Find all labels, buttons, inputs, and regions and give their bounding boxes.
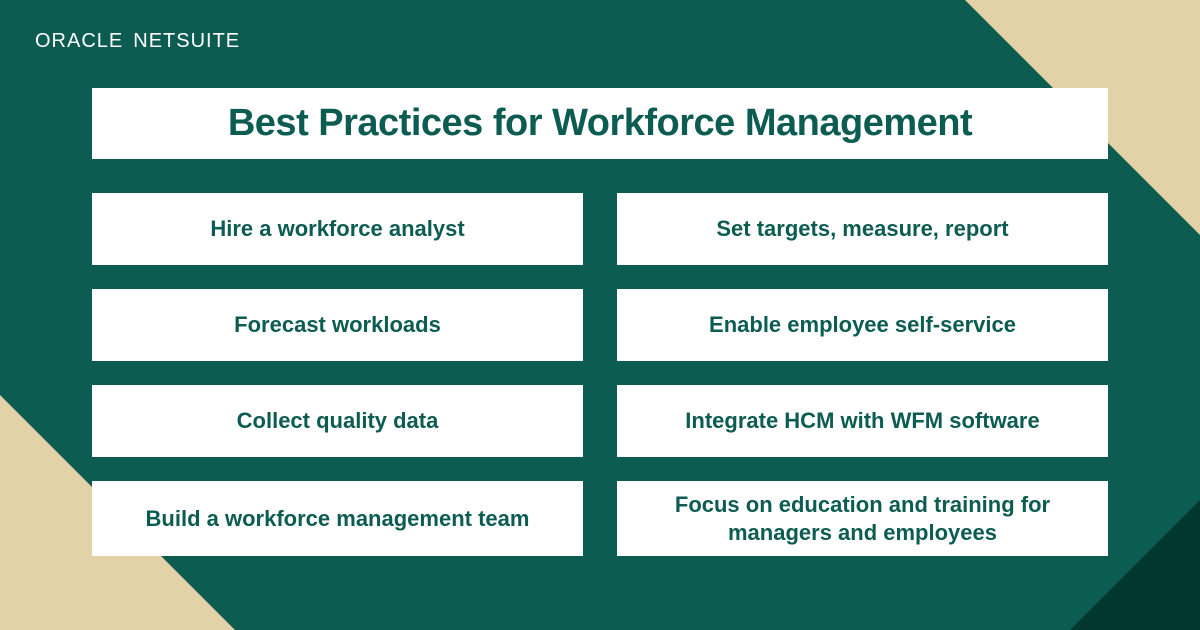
practice-card: Enable employee self-service <box>617 289 1108 361</box>
logo-netsuite-text: NETSUITE <box>133 30 240 53</box>
practice-card-text: Build a workforce management team <box>146 505 530 533</box>
practice-card-text: Enable employee self-service <box>709 311 1016 339</box>
practice-card-text: Hire a workforce analyst <box>210 215 464 243</box>
practice-card-text: Forecast workloads <box>234 311 441 339</box>
practice-card: Build a workforce management team <box>92 481 583 556</box>
practice-card-text: Set targets, measure, report <box>716 215 1008 243</box>
practice-card: Set targets, measure, report <box>617 193 1108 265</box>
practice-card-text: Collect quality data <box>237 407 439 435</box>
practice-card: Integrate HCM with WFM software <box>617 385 1108 457</box>
page-title: Best Practices for Workforce Management <box>112 102 1088 145</box>
practice-card: Hire a workforce analyst <box>92 193 583 265</box>
practice-card: Collect quality data <box>92 385 583 457</box>
content-area: Best Practices for Workforce Management … <box>92 88 1108 556</box>
practice-card: Forecast workloads <box>92 289 583 361</box>
practice-card-text: Focus on education and training for mana… <box>635 491 1090 546</box>
practice-card-text: Integrate HCM with WFM software <box>685 407 1039 435</box>
logo-oracle-text: ORACLE <box>35 30 123 53</box>
brand-logo: ORACLE NETSUITE <box>35 30 240 53</box>
title-bar: Best Practices for Workforce Management <box>92 88 1108 159</box>
cards-grid: Hire a workforce analyst Set targets, me… <box>92 193 1108 556</box>
practice-card: Focus on education and training for mana… <box>617 481 1108 556</box>
